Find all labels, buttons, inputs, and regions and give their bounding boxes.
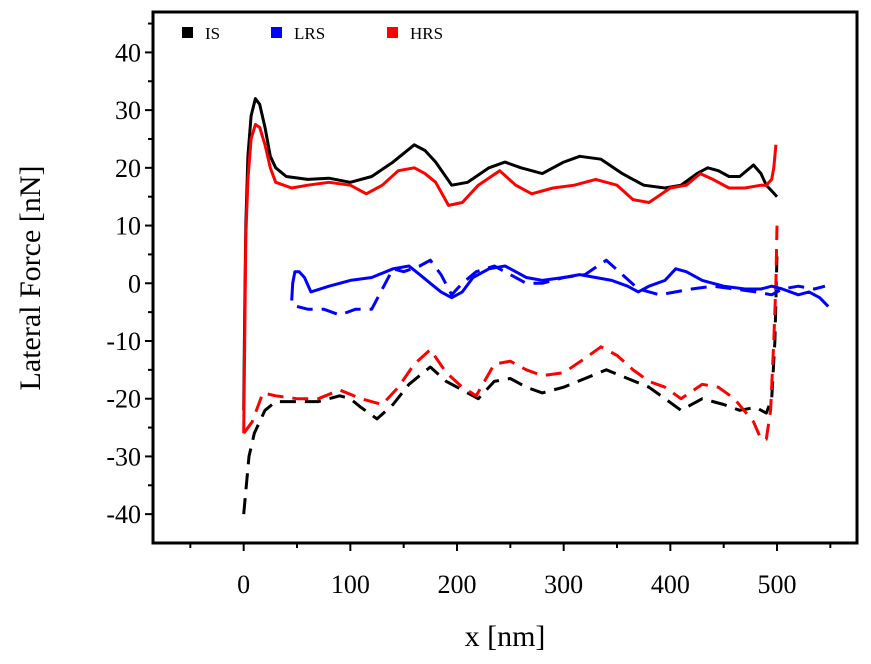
y-tick-label: 20 xyxy=(115,154,141,183)
legend-label-is: IS xyxy=(205,24,220,43)
plot-frame xyxy=(151,10,859,545)
y-tick-label: -20 xyxy=(106,385,141,414)
y-tick-label: 0 xyxy=(128,269,141,298)
y-tick-label: -10 xyxy=(106,327,141,356)
y-axis-title: Lateral Force [nN] xyxy=(14,166,47,391)
y-tick-label: -40 xyxy=(106,500,141,529)
series-lrs-dashed-line xyxy=(296,258,826,317)
x-tick-label: 300 xyxy=(544,570,583,599)
legend-swatch-lrs xyxy=(271,27,282,38)
series-hrs-dashed-line xyxy=(242,225,779,441)
legend-swatch-hrs xyxy=(387,27,398,38)
x-tick-label: 500 xyxy=(758,570,797,599)
x-tick-label: 200 xyxy=(438,570,477,599)
y-tick-label: 30 xyxy=(115,96,141,125)
y-tick-label: 40 xyxy=(115,38,141,67)
series-layer xyxy=(242,97,830,515)
legend-label-hrs: HRS xyxy=(410,24,443,43)
x-tick-label: 400 xyxy=(651,570,690,599)
x-axis-title: x [nm] xyxy=(465,620,546,653)
series-is-dashed-line xyxy=(242,254,779,515)
legend: IS LRS HRS xyxy=(182,24,443,43)
legend-label-lrs: LRS xyxy=(294,24,325,43)
x-tick-label: 0 xyxy=(237,570,250,599)
x-tick-label: 100 xyxy=(331,570,370,599)
series-hrs-solid-line xyxy=(242,123,778,434)
series-is-solid-line xyxy=(242,97,779,411)
y-tick-label: 10 xyxy=(115,212,141,241)
legend-swatch-is xyxy=(182,27,193,38)
y-tick-label: -30 xyxy=(106,442,141,471)
series-lrs-solid-line xyxy=(290,264,830,308)
